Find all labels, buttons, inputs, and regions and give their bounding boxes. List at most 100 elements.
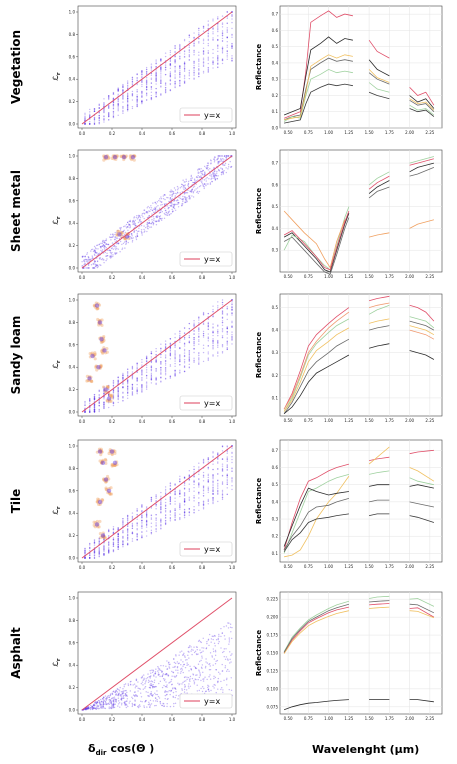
scatter-point xyxy=(183,504,186,506)
scatter-point xyxy=(152,215,155,218)
scatter-point xyxy=(150,88,153,90)
scatter-point xyxy=(205,180,207,182)
scatter-point xyxy=(212,173,214,175)
scatter-point xyxy=(177,192,179,194)
scatter-point xyxy=(117,97,119,100)
scatter-point xyxy=(179,508,181,510)
scatter-ytick-label: 0.8 xyxy=(69,618,76,623)
scatter-point xyxy=(226,36,228,38)
scatter-point xyxy=(132,220,134,222)
scatter-point xyxy=(122,378,124,381)
scatter-point xyxy=(84,255,86,257)
scatter-point xyxy=(103,261,105,264)
scatter-point xyxy=(207,459,209,461)
spectra-xtick-label: 1.50 xyxy=(365,274,374,279)
scatter-point xyxy=(108,114,110,116)
scatter-point xyxy=(136,102,138,104)
scatter-point xyxy=(202,351,205,354)
scatter-point xyxy=(207,488,209,490)
scatter-point xyxy=(231,13,233,16)
scatter-point xyxy=(136,214,138,217)
scatter-point xyxy=(146,223,148,225)
scatter-point xyxy=(98,121,100,124)
scatter-point xyxy=(117,89,119,92)
scatter-point xyxy=(169,75,172,77)
scatter-point xyxy=(192,649,194,651)
scatter-point xyxy=(174,60,176,63)
scatter-point xyxy=(207,357,209,359)
scatter-point xyxy=(136,88,138,91)
scatter-point xyxy=(136,104,138,107)
scatter-point xyxy=(174,56,176,58)
scatter-point xyxy=(226,446,228,448)
scatter-point xyxy=(155,383,157,386)
scatter-point xyxy=(158,220,160,222)
scatter-point xyxy=(160,58,162,60)
scatter-point xyxy=(193,66,195,69)
scatter-point xyxy=(141,95,143,98)
scatter-point xyxy=(108,541,110,543)
scatter-point xyxy=(116,247,118,250)
scatter-point xyxy=(231,34,233,36)
scatter-point xyxy=(202,59,205,61)
scatter-ytick-label: 0.2 xyxy=(69,533,76,538)
scatter-point xyxy=(166,686,168,688)
scatter-point xyxy=(197,176,199,179)
scatter-point xyxy=(89,123,91,125)
scatter-point xyxy=(154,210,157,212)
scatter-point xyxy=(210,638,213,640)
scatter-point xyxy=(213,677,215,680)
scatter-point xyxy=(122,97,124,99)
scatter-point xyxy=(98,243,100,246)
scatter-point xyxy=(115,246,117,248)
scatter-point xyxy=(185,191,188,194)
scatter-ytick-label: 1.0 xyxy=(69,596,76,601)
scatter-point xyxy=(150,77,153,79)
scatter-point xyxy=(101,242,104,245)
scatter-point xyxy=(182,661,184,663)
scatter-point xyxy=(223,648,226,650)
scatter-point xyxy=(188,340,191,342)
scatter-point xyxy=(222,157,224,160)
scatter-point xyxy=(152,202,154,204)
scatter-point xyxy=(214,654,217,657)
scatter-point xyxy=(214,177,216,180)
scatter-point xyxy=(227,166,230,168)
scatter-point xyxy=(164,69,167,71)
scatter-point xyxy=(183,350,186,352)
scatter-point xyxy=(193,333,195,335)
scatter-point xyxy=(176,191,179,194)
scatter-point xyxy=(200,170,202,173)
scatter-point xyxy=(221,469,224,472)
scatter-point xyxy=(169,198,171,200)
scatter-point xyxy=(184,181,186,183)
scatter-point xyxy=(150,205,152,207)
scatter-alt-point xyxy=(90,379,94,384)
scatter-point xyxy=(155,77,157,79)
scatter-point xyxy=(108,107,110,110)
scatter-point xyxy=(174,70,176,72)
scatter-point xyxy=(98,243,101,245)
scatter-point xyxy=(131,94,134,96)
scatter-point xyxy=(157,665,159,668)
scatter-point xyxy=(186,676,188,678)
scatter-point xyxy=(96,260,99,263)
scatter-point xyxy=(187,180,190,183)
scatter-point xyxy=(145,72,148,75)
scatter-point xyxy=(98,114,100,117)
scatter-point xyxy=(160,73,162,75)
scatter-point xyxy=(130,233,133,235)
scatter-point xyxy=(155,361,157,363)
scatter-point xyxy=(150,703,153,705)
scatter-point xyxy=(230,661,232,663)
scatter-point xyxy=(207,328,209,330)
scatter-xtick-label: 0.2 xyxy=(109,419,116,424)
scatter-point xyxy=(198,354,200,357)
scatter-point xyxy=(196,190,199,193)
scatter-point xyxy=(227,168,229,170)
scatter-point xyxy=(207,333,209,335)
scatter-point xyxy=(183,70,186,73)
scatter-point xyxy=(104,698,107,700)
scatter-point xyxy=(126,544,129,546)
scatter-point xyxy=(231,477,233,480)
